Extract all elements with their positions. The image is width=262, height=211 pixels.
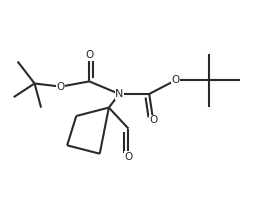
Text: O: O — [149, 115, 157, 125]
Text: O: O — [85, 50, 94, 60]
Text: N: N — [115, 89, 123, 99]
Text: O: O — [171, 75, 179, 85]
Text: O: O — [124, 152, 133, 162]
Text: O: O — [57, 82, 65, 92]
